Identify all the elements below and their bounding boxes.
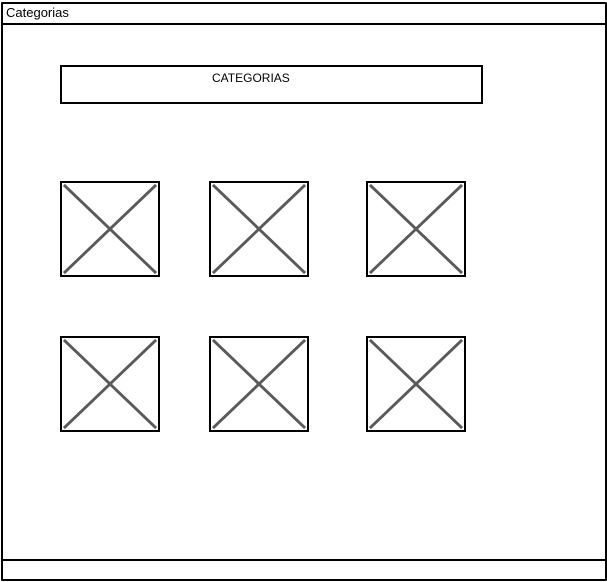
page-title: CATEGORIAS <box>212 71 290 85</box>
category-tile[interactable] <box>60 181 160 277</box>
category-tile[interactable] <box>366 181 466 277</box>
image-placeholder-icon <box>368 338 464 430</box>
image-placeholder-icon <box>211 338 307 430</box>
category-tile[interactable] <box>209 336 309 432</box>
image-placeholder-icon <box>368 183 464 275</box>
image-placeholder-icon <box>62 183 158 275</box>
title-bar: Categorias <box>3 4 605 25</box>
category-tile[interactable] <box>209 181 309 277</box>
status-bar <box>3 559 605 579</box>
page-heading-box: CATEGORIAS <box>60 65 483 104</box>
image-placeholder-icon <box>62 338 158 430</box>
category-tile[interactable] <box>366 336 466 432</box>
image-placeholder-icon <box>211 183 307 275</box>
window-title: Categorias <box>6 5 69 20</box>
category-tile[interactable] <box>60 336 160 432</box>
